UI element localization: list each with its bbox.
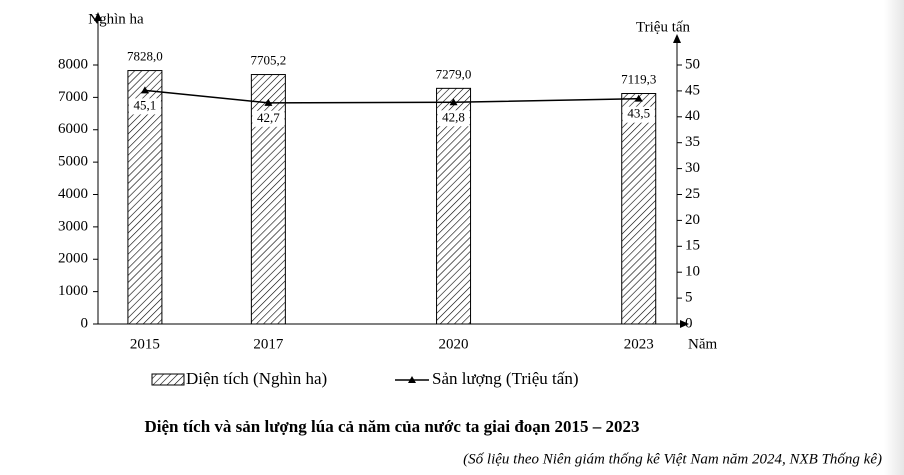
line-label-bg <box>622 106 655 123</box>
y2-arrow <box>673 34 681 43</box>
y-tick-label: 2000 <box>58 251 88 267</box>
y2-tick-label: 20 <box>685 212 700 228</box>
x-arrow <box>680 320 689 328</box>
line-marker <box>449 98 458 106</box>
legend-label: Sản lượng (Triệu tấn) <box>432 369 578 388</box>
y2-tick-label: 45 <box>685 82 700 98</box>
line-label-bg <box>437 110 470 127</box>
edge-shade <box>884 0 904 475</box>
line-label-bg <box>252 110 285 127</box>
line-value-label: 42,8 <box>442 109 465 124</box>
line-marker <box>264 98 273 106</box>
chart-subtitle: (Số liệu theo Niên giám thống kê Việt Na… <box>463 451 882 467</box>
line-value-label: 45,1 <box>134 97 157 112</box>
y-tick-label: 1000 <box>58 283 88 299</box>
y-axis-label: Nghìn ha <box>88 11 144 27</box>
x-axis-label: Năm <box>688 336 717 352</box>
bar-value-label: 7119,3 <box>621 71 656 86</box>
legend-label: Diện tích (Nghìn ha) <box>186 369 327 388</box>
line-value-label: 43,5 <box>627 106 650 121</box>
bar <box>436 87 472 325</box>
y2-tick-label: 25 <box>685 186 700 202</box>
y2-tick-label: 5 <box>685 290 693 306</box>
chart-title: Diện tích và sản lượng lúa cả năm của nư… <box>145 417 640 436</box>
y2-tick-label: 0 <box>685 315 693 331</box>
legend-swatch <box>151 373 185 386</box>
bar <box>621 93 657 325</box>
y2-tick-label: 30 <box>685 160 700 176</box>
y-tick-label: 7000 <box>58 89 88 105</box>
y2-tick-label: 10 <box>685 264 700 280</box>
y2-axis-label: Triệu tấn <box>636 19 691 35</box>
legend-marker <box>408 376 416 383</box>
line-label-bg <box>128 98 161 115</box>
bar-value-label: 7279,0 <box>436 66 472 81</box>
x-tick-label: 2015 <box>130 336 160 352</box>
y-tick-label: 4000 <box>58 186 88 202</box>
y-tick-label: 0 <box>81 315 89 331</box>
y2-tick-label: 15 <box>685 238 700 254</box>
line <box>144 89 639 104</box>
y-tick-label: 6000 <box>58 121 88 137</box>
y2-tick-label: 35 <box>685 134 700 150</box>
bar-value-label: 7705,2 <box>250 53 286 68</box>
bar-value-label: 7828,0 <box>127 49 163 64</box>
line-marker <box>140 86 149 94</box>
y2-tick-label: 40 <box>685 108 700 124</box>
line-marker <box>634 94 643 102</box>
y-arrow <box>94 12 102 21</box>
y-tick-label: 5000 <box>58 154 88 170</box>
x-tick-label: 2020 <box>439 336 469 352</box>
y2-tick-label: 50 <box>685 56 700 72</box>
y-tick-label: 8000 <box>58 56 88 72</box>
x-tick-label: 2017 <box>253 336 284 352</box>
x-tick-label: 2023 <box>624 336 654 352</box>
line-value-label: 42,7 <box>257 110 280 125</box>
y-tick-label: 3000 <box>58 218 88 234</box>
